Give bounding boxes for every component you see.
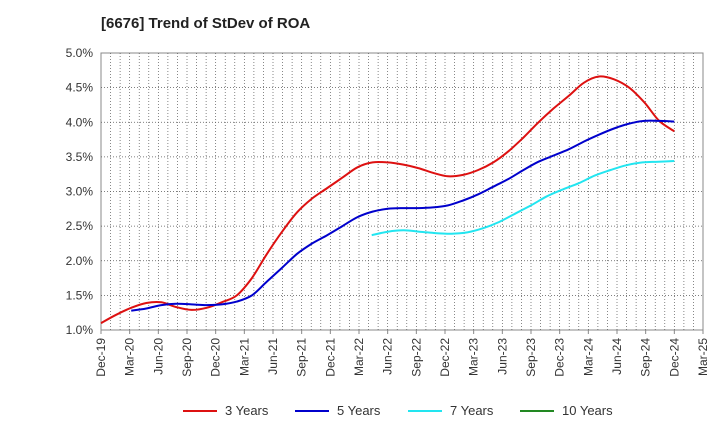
x-tick-label: Dec-20 [209, 338, 223, 377]
x-tick-label: Dec-22 [438, 338, 452, 377]
y-tick-label: 2.5% [66, 219, 94, 233]
y-tick-label: 3.0% [66, 185, 94, 199]
x-tick-label: Jun-22 [381, 338, 395, 375]
x-tick-label: Mar-24 [581, 338, 595, 376]
legend-label-10-years: 10 Years [562, 403, 613, 418]
x-tick-label: Jun-24 [610, 338, 624, 375]
x-tick-label: Dec-19 [94, 338, 108, 377]
y-tick-label: 3.5% [66, 150, 94, 164]
x-tick-label: Sep-22 [409, 338, 423, 377]
series-line-7-years [371, 160, 675, 237]
plot-grid [100, 52, 704, 331]
x-tick-label: Sep-24 [639, 338, 653, 377]
x-tick-label: Jun-23 [495, 338, 509, 375]
x-tick-label: Mar-20 [123, 338, 137, 376]
x-tick-label: Dec-24 [667, 338, 681, 377]
series-lines [100, 75, 675, 324]
x-axis-ticks: Dec-19 Mar-20 Jun-20 Sep-20 Dec-20 Mar-21 Jun-… [94, 330, 710, 377]
y-tick-label: 4.5% [66, 81, 94, 95]
x-tick-label: Dec-23 [553, 338, 567, 377]
y-tick-label: 4.0% [66, 115, 94, 129]
y-tick-label: 1.0% [66, 323, 94, 337]
series-line-3-years [100, 75, 675, 324]
x-tick-label: Dec-21 [323, 338, 337, 377]
y-tick-label: 5.0% [66, 46, 94, 60]
y-tick-label: 1.5% [66, 288, 94, 302]
x-tick-label: Jun-21 [266, 338, 280, 375]
x-tick-label: Mar-21 [237, 338, 251, 376]
legend-label-5-years: 5 Years [337, 403, 381, 418]
x-tick-label: Jun-20 [151, 338, 165, 375]
y-axis-ticks: 1.0% 1.5% 2.0% 2.5% 3.0% 3.5% 4.0% 4.5% 5.0% [66, 46, 94, 337]
x-tick-label: Sep-21 [295, 338, 309, 377]
series-line-5-years [131, 119, 675, 312]
chart-title: [6676] Trend of StDev of ROA [101, 15, 310, 32]
legend-label-7-years: 7 Years [450, 403, 494, 418]
legend-label-3-years: 3 Years [225, 403, 269, 418]
x-tick-label: Sep-23 [524, 338, 538, 377]
x-tick-label: Mar-25 [696, 338, 710, 376]
x-tick-label: Mar-22 [352, 338, 366, 376]
x-tick-label: Sep-20 [180, 338, 194, 377]
x-tick-label: Mar-23 [467, 338, 481, 376]
legend: 3 Years 5 Years 7 Years 10 Years [183, 403, 613, 418]
y-tick-label: 2.0% [66, 254, 94, 268]
